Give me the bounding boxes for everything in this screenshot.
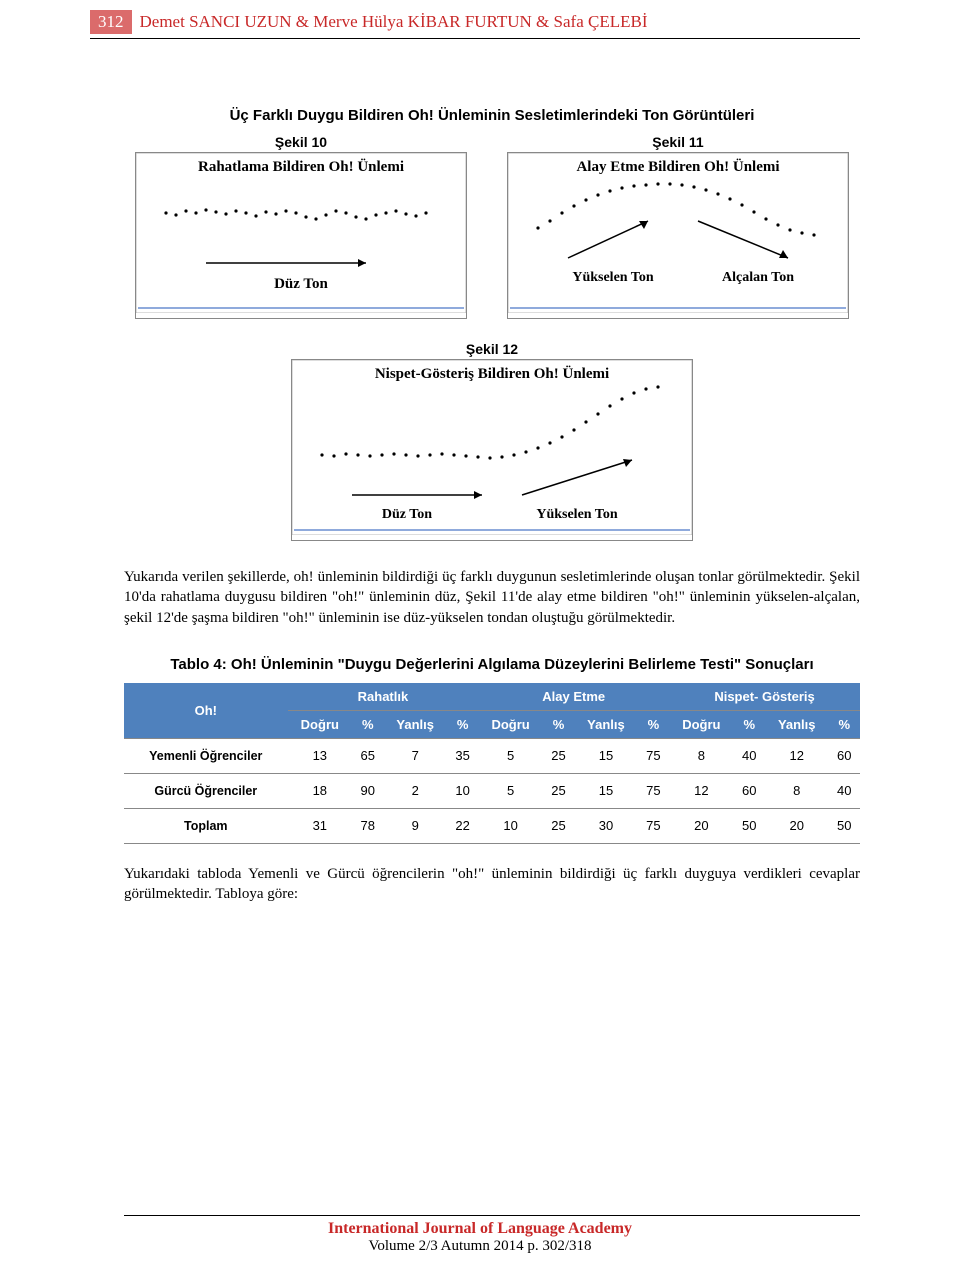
group-0: Rahatlık [288, 683, 479, 711]
cell: 10 [478, 808, 543, 843]
cell: 18 [288, 773, 353, 808]
group-2: Nispet- Gösteriş [669, 683, 860, 711]
cell: 20 [765, 808, 829, 843]
figure-11-ann2: Alçalan Ton [722, 270, 794, 285]
authors: Demet SANCI UZUN & Merve Hülya KİBAR FUR… [140, 12, 648, 32]
subcol: Yanlış [765, 710, 829, 738]
cell: 15 [574, 738, 638, 773]
figure-12-ann2: Yükselen Ton [536, 507, 618, 522]
figure-10-svg: Rahatlama Bildiren Oh! Ünlemi [136, 153, 466, 313]
footer-title: International Journal of Language Academ… [0, 1220, 960, 1238]
subcol: % [829, 710, 860, 738]
cell: 12 [765, 738, 829, 773]
cell: 8 [669, 738, 734, 773]
cell: 13 [288, 738, 353, 773]
subcol: Yanlış [383, 710, 447, 738]
cell: 75 [638, 808, 669, 843]
cell: 25 [543, 738, 574, 773]
subcol: Doğru [669, 710, 734, 738]
table-row: Toplam 3178 922 1025 3075 2050 2050 [124, 808, 860, 843]
cell: 50 [829, 808, 860, 843]
subcol: % [734, 710, 765, 738]
subcol: % [543, 710, 574, 738]
cell: 10 [447, 773, 478, 808]
table-row: Yemenli Öğrenciler 1365 735 525 1575 840… [124, 738, 860, 773]
cell: 5 [478, 738, 543, 773]
group-1: Alay Etme [478, 683, 669, 711]
row-label: Gürcü Öğrenciler [124, 773, 288, 808]
figure-10-caption: Rahatlama Bildiren Oh! Ünlemi [198, 158, 404, 175]
cell: 90 [352, 773, 383, 808]
cell: 25 [543, 773, 574, 808]
row-label: Toplam [124, 808, 288, 843]
cell: 5 [478, 773, 543, 808]
section-title: Üç Farklı Duygu Bildiren Oh! Ünleminin S… [124, 107, 860, 124]
subcol: % [638, 710, 669, 738]
cell: 78 [352, 808, 383, 843]
cell: 60 [734, 773, 765, 808]
cell: 8 [765, 773, 829, 808]
cell: 65 [352, 738, 383, 773]
cell: 30 [574, 808, 638, 843]
page-header: 312 Demet SANCI UZUN & Merve Hülya KİBAR… [0, 0, 960, 34]
figure-10-annotation: Düz Ton [274, 276, 328, 292]
subcol: % [447, 710, 478, 738]
figure-12: Şekil 12 Nispet-Gösteriş Bildiren Oh! Ün… [291, 341, 693, 541]
subcol: Yanlış [574, 710, 638, 738]
cell: 2 [383, 773, 447, 808]
paragraph-2: Yukarıdaki tabloda Yemenli ve Gürcü öğre… [124, 864, 860, 905]
table-title: Tablo 4: Oh! Ünleminin "Duygu Değerlerin… [124, 656, 860, 673]
cell: 50 [734, 808, 765, 843]
figure-11: Şekil 11 Alay Etme Bildiren Oh! Ünlemi [507, 134, 849, 319]
cell: 20 [669, 808, 734, 843]
figure-10: Şekil 10 Rahatlama Bildiren Oh! Ünlemi [135, 134, 467, 319]
figure-12-svg: Nispet-Gösteriş Bildiren Oh! Ünlemi [292, 360, 692, 535]
page-number: 312 [90, 10, 132, 34]
cell: 22 [447, 808, 478, 843]
subcol: Doğru [478, 710, 543, 738]
figure-11-svg: Alay Etme Bildiren Oh! Ünlemi [508, 153, 848, 313]
figure-11-caption: Alay Etme Bildiren Oh! Ünlemi [576, 158, 779, 175]
figure-12-caption: Nispet-Gösteriş Bildiren Oh! Ünlemi [375, 365, 609, 382]
results-table: Oh! Rahatlık Alay Etme Nispet- Gösteriş … [124, 683, 860, 844]
page-footer: International Journal of Language Academ… [0, 1215, 960, 1255]
table-row: Gürcü Öğrenciler 1890 210 525 1575 1260 … [124, 773, 860, 808]
subcol: Doğru [288, 710, 353, 738]
cell: 40 [829, 773, 860, 808]
figure-12-label: Şekil 12 [291, 341, 693, 357]
cell: 15 [574, 773, 638, 808]
paragraph-1: Yukarıda verilen şekillerde, oh! ünlemin… [124, 567, 860, 628]
row-label: Yemenli Öğrenciler [124, 738, 288, 773]
cell: 12 [669, 773, 734, 808]
cell: 75 [638, 773, 669, 808]
figure-12-ann1: Düz Ton [382, 507, 432, 522]
figure-11-ann1: Yükselen Ton [572, 270, 654, 285]
figure-11-label: Şekil 11 [507, 134, 849, 150]
footer-sub: Volume 2/3 Autumn 2014 p. 302/318 [0, 1238, 960, 1255]
cell: 40 [734, 738, 765, 773]
cell: 35 [447, 738, 478, 773]
cell: 31 [288, 808, 353, 843]
figure-10-label: Şekil 10 [135, 134, 467, 150]
cell: 25 [543, 808, 574, 843]
cell: 60 [829, 738, 860, 773]
cell: 7 [383, 738, 447, 773]
cell: 9 [383, 808, 447, 843]
subcol: % [352, 710, 383, 738]
cell: 75 [638, 738, 669, 773]
table-corner: Oh! [124, 683, 288, 739]
